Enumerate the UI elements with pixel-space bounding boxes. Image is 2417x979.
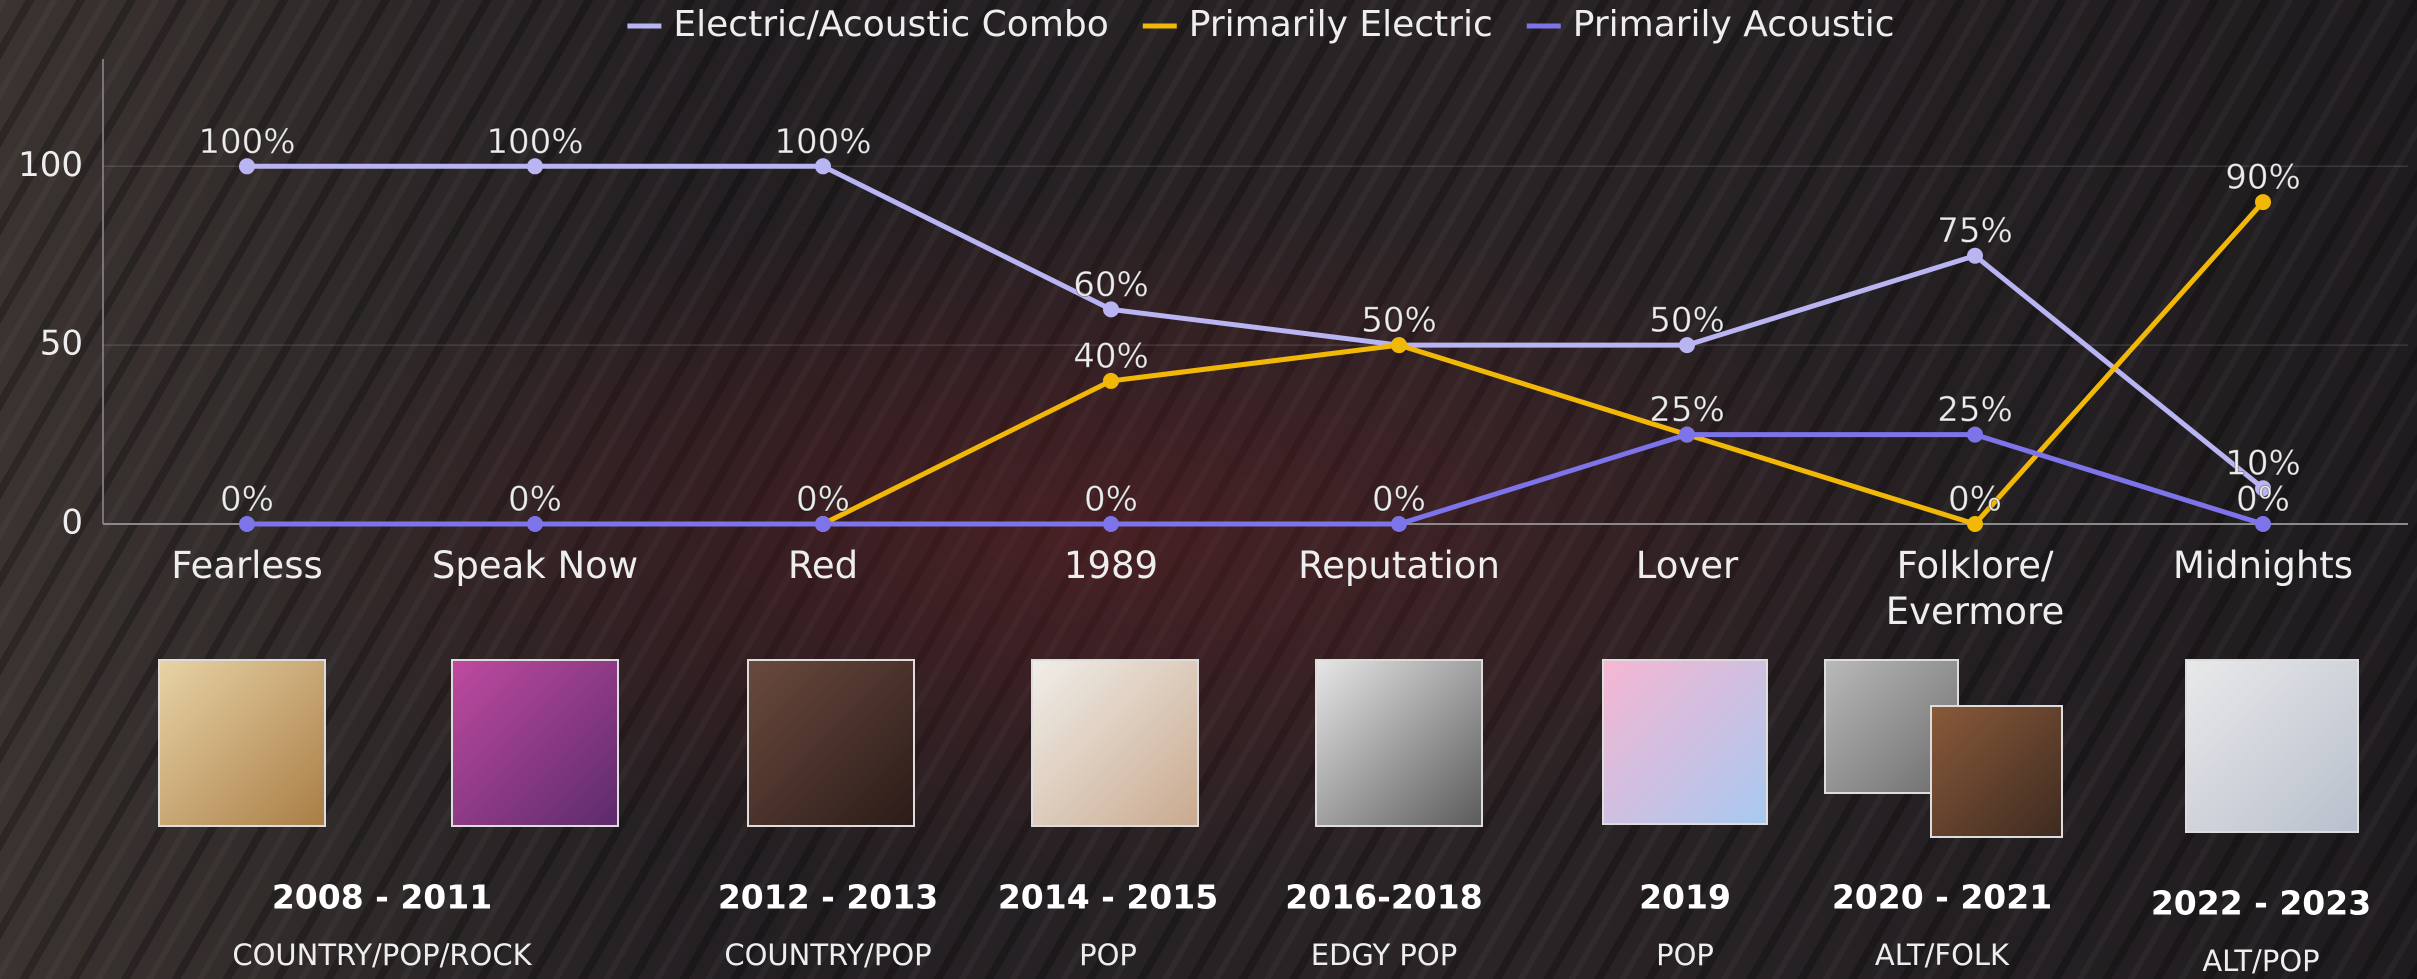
era-years: 2008 - 2011	[272, 878, 492, 917]
x-tick-label: 1989	[1064, 543, 1158, 589]
data-label: 100%	[774, 122, 871, 162]
era-genre: POP	[1656, 938, 1714, 972]
legend-label: Electric/Acoustic Combo	[673, 4, 1108, 45]
data-label: 0%	[2236, 480, 2290, 520]
y-tick-label: 50	[40, 324, 83, 364]
data-label: 0%	[220, 480, 274, 520]
era-genre: ALT/POP	[2202, 944, 2319, 978]
y-tick-label: 0	[61, 503, 83, 543]
album-cover	[2186, 660, 2358, 832]
legend-label: Primarily Electric	[1189, 4, 1493, 45]
data-label: 10%	[2225, 444, 2301, 484]
data-label: 90%	[2225, 158, 2301, 198]
album-cover	[1032, 660, 1198, 826]
era-years: 2014 - 2015	[998, 878, 1218, 917]
era-years: 2019	[1639, 878, 1731, 917]
page: 050100100%100%100%60%50%50%75%10%0%40%50…	[0, 0, 2417, 979]
album-cover	[159, 660, 325, 826]
era-genre: ALT/FOLK	[1875, 938, 2010, 972]
data-label: 0%	[508, 480, 562, 520]
legend-label: Primarily Acoustic	[1573, 4, 1895, 45]
data-label: 60%	[1073, 265, 1149, 305]
era-years: 2022 - 2023	[2151, 884, 2371, 923]
album-cover	[452, 660, 618, 826]
data-label: 50%	[1649, 301, 1725, 341]
x-tick-label: Folklore/ Evermore	[1886, 543, 2064, 635]
album-cover	[1931, 706, 2062, 837]
data-label: 0%	[1948, 480, 2002, 520]
x-tick-label: Speak Now	[432, 543, 638, 589]
data-label: 40%	[1073, 336, 1149, 376]
legend: Electric/Acoustic Combo Primarily Electri…	[627, 4, 1894, 45]
era-years: 2020 - 2021	[1832, 878, 2052, 917]
x-tick-label: Midnights	[2173, 543, 2353, 589]
data-label: 0%	[1084, 480, 1138, 520]
era-years: 2012 - 2013	[718, 878, 938, 917]
data-label: 100%	[198, 122, 295, 162]
era-genre: COUNTRY/POP/ROCK	[232, 938, 532, 972]
album-cover	[748, 660, 914, 826]
album-cover	[1603, 660, 1767, 824]
album-cover	[1316, 660, 1482, 826]
era-genre: COUNTRY/POP	[724, 938, 931, 972]
y-tick-label: 100	[18, 145, 83, 185]
chart: 050100100%100%100%60%50%50%75%10%0%40%50…	[0, 0, 2417, 979]
data-label: 50%	[1361, 301, 1437, 341]
x-tick-label: Red	[788, 543, 858, 589]
data-label: 0%	[1372, 480, 1426, 520]
data-label: 75%	[1937, 211, 2013, 251]
era-genre: EDGY POP	[1311, 938, 1457, 972]
data-label: 100%	[486, 122, 583, 162]
series-line	[823, 202, 2263, 524]
data-label: 25%	[1649, 390, 1725, 430]
data-label: 0%	[796, 480, 850, 520]
data-label: 25%	[1937, 390, 2013, 430]
x-tick-label: Reputation	[1298, 543, 1500, 589]
x-tick-label: Fearless	[171, 543, 323, 589]
era-years: 2016-2018	[1285, 878, 1482, 917]
era-genre: POP	[1079, 938, 1137, 972]
x-tick-label: Lover	[1636, 543, 1738, 589]
